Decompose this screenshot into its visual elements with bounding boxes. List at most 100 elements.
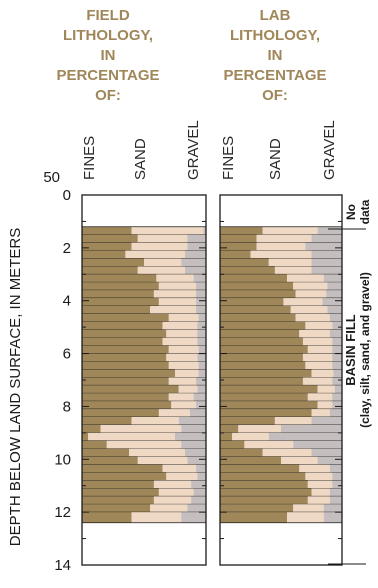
- gravel-bar: [181, 424, 206, 433]
- gravel-bar: [334, 385, 342, 394]
- fines-bar: [220, 480, 308, 489]
- depth-axis-top-label: 50: [43, 169, 60, 186]
- gravel-bar: [196, 401, 206, 410]
- field-title-line-5: OF:: [95, 87, 121, 104]
- sand-bar: [274, 417, 312, 425]
- gravel-bar: [191, 496, 206, 505]
- gravel-bar: [175, 432, 206, 441]
- unit-label: BASIN FILL: [343, 314, 358, 386]
- no-data-label-line-1: No: [344, 204, 358, 220]
- fines-bar: [220, 401, 318, 410]
- sand-bar: [302, 377, 333, 386]
- gravel-bar: [322, 298, 342, 306]
- fines-bar: [220, 424, 239, 433]
- fines-bar: [82, 480, 154, 489]
- gravel-bar: [323, 504, 342, 513]
- sand-bar: [250, 250, 312, 259]
- fines-bar: [220, 393, 308, 402]
- fines-bar: [82, 226, 132, 235]
- no-data-annotation: No data: [328, 199, 372, 230]
- sand-bar: [238, 424, 281, 433]
- lab-col-sand: SAND: [267, 138, 284, 180]
- fines-bar: [220, 361, 306, 370]
- fines-bar: [220, 290, 296, 299]
- sand-bar: [262, 226, 318, 235]
- sand-bar: [150, 306, 197, 314]
- gravel-bar: [311, 448, 342, 457]
- sand-bar: [150, 504, 188, 513]
- fines-bar: [220, 377, 303, 386]
- fines-bar: [220, 337, 303, 346]
- fines-bar: [82, 306, 151, 314]
- gravel-bar: [268, 432, 342, 441]
- lab-title-line-5: OF:: [262, 87, 288, 104]
- gravel-bar: [184, 250, 206, 259]
- fines-bar: [82, 290, 154, 299]
- sand-bar: [232, 432, 269, 441]
- gravel-bar: [181, 258, 206, 267]
- gravel-bar: [333, 369, 342, 378]
- gravel-bar: [196, 377, 206, 386]
- sand-bar: [168, 393, 194, 402]
- depth-axis-label: DEPTH BELOW LAND SURFACE, IN METERS: [7, 228, 24, 546]
- fines-bar: [82, 234, 138, 243]
- gravel-bar: [332, 345, 342, 354]
- gravel-bar: [196, 306, 206, 314]
- sand-bar: [166, 472, 198, 481]
- fines-bar: [82, 274, 157, 283]
- depth-tick-label: 6: [63, 346, 71, 363]
- field-col-sand: SAND: [132, 138, 149, 180]
- sand-bar: [137, 266, 185, 275]
- gravel-bar: [332, 472, 342, 481]
- sand-bar: [295, 313, 330, 322]
- sand-bar: [262, 448, 312, 457]
- gravel-bar: [332, 361, 342, 370]
- gravel-bar: [184, 448, 206, 457]
- gravel-bar: [332, 480, 342, 489]
- fines-bar: [82, 313, 169, 322]
- fines-bar: [82, 424, 101, 433]
- sand-bar: [307, 345, 333, 354]
- sand-bar: [317, 401, 333, 410]
- sand-bar: [158, 298, 197, 306]
- depth-tick-label: 4: [63, 293, 71, 310]
- fines-bar: [220, 512, 288, 523]
- sand-bar: [305, 361, 333, 370]
- lab-title-line-1: LAB: [260, 7, 291, 24]
- fines-bar: [82, 361, 169, 370]
- sand-bar: [175, 369, 199, 378]
- depth-tick-label: 2: [63, 240, 71, 257]
- gravel-bar: [178, 417, 206, 425]
- sand-bar: [268, 258, 312, 267]
- gravel-bar: [191, 480, 206, 489]
- gravel-bar: [311, 417, 342, 425]
- sand-bar: [302, 353, 333, 362]
- gravel-bar: [305, 242, 342, 251]
- gravel-bar: [203, 226, 206, 235]
- fines-bar: [82, 282, 159, 291]
- sand-bar: [311, 409, 330, 417]
- fines-bar: [220, 234, 257, 243]
- fines-bar: [220, 282, 294, 291]
- fines-bar: [82, 432, 89, 441]
- sand-bar: [287, 274, 324, 283]
- fines-bar: [220, 504, 294, 513]
- gravel-bar: [189, 409, 206, 417]
- gravel-bar: [187, 242, 206, 251]
- sand-bar: [158, 488, 194, 497]
- depth-tick-label: 8: [63, 398, 71, 415]
- fines-bar: [220, 258, 269, 267]
- fines-bar: [220, 226, 263, 235]
- fines-bar: [220, 242, 257, 251]
- fines-bar: [82, 385, 179, 394]
- gravel-bar: [198, 345, 206, 354]
- fines-bar: [82, 409, 159, 417]
- fines-bar: [220, 440, 245, 449]
- sand-bar: [307, 480, 333, 489]
- fines-bar: [220, 432, 233, 441]
- sand-bar: [311, 488, 330, 497]
- lab-col-fines: FINES: [220, 136, 237, 180]
- sand-bar: [158, 409, 190, 417]
- fines-bar: [82, 472, 167, 481]
